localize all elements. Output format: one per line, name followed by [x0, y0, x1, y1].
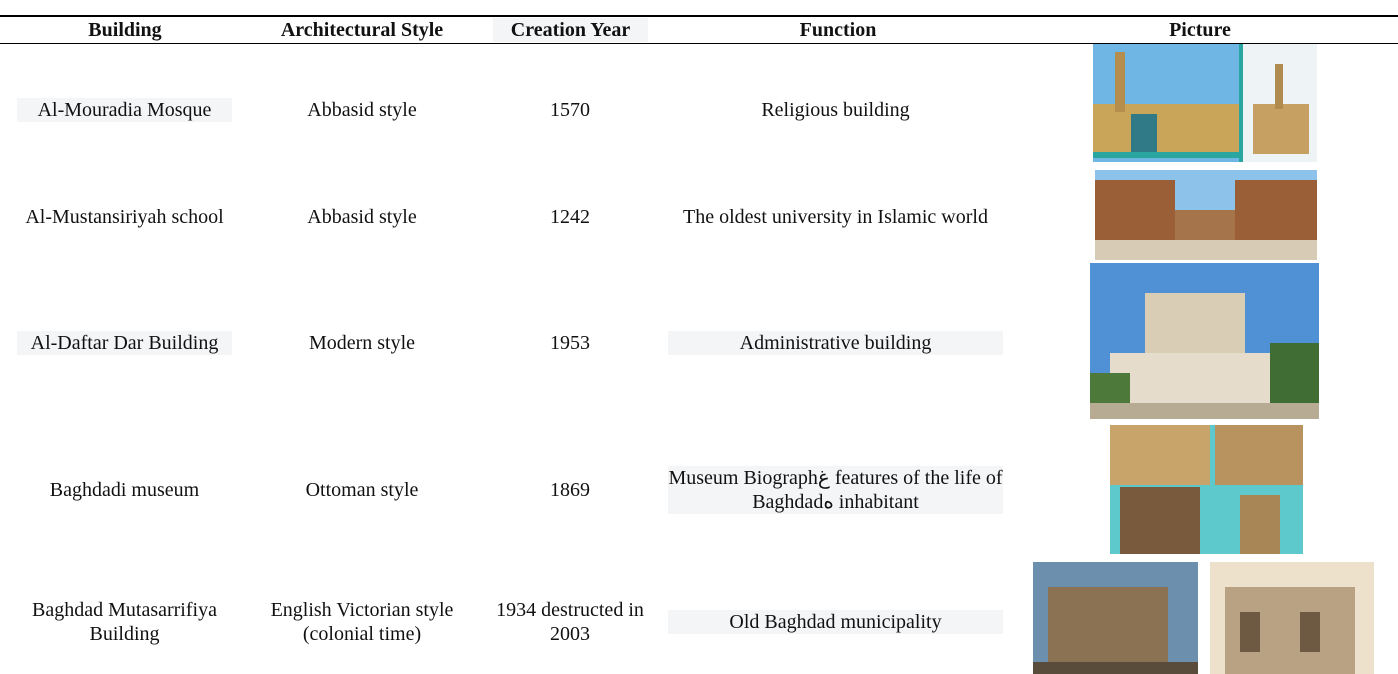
- column-header: Picture: [1100, 18, 1300, 42]
- table-cell: Al-Mouradia Mosque: [17, 98, 232, 122]
- column-header: Function: [668, 18, 1008, 42]
- table-cell: 1242: [495, 205, 645, 229]
- column-header: Building: [10, 18, 240, 42]
- picture-mutasarrifiya-1: [1033, 562, 1198, 674]
- picture-mutasarrifiya-2: [1210, 562, 1374, 674]
- table-cell: Ottoman style: [257, 478, 467, 502]
- picture-museum: [1110, 425, 1303, 554]
- table-cell: The oldest university in Islamic world: [668, 205, 1003, 229]
- table-cell: Abbasid style: [257, 98, 467, 122]
- table-cell: Abbasid style: [257, 205, 467, 229]
- table-cell: Baghdadi museum: [17, 478, 232, 502]
- top-rule: [0, 15, 1398, 17]
- picture-daftar: [1090, 263, 1319, 419]
- table-cell: English Victorian style (colonial time): [257, 598, 467, 646]
- table-cell: 1570: [495, 98, 645, 122]
- table-cell: Al-Daftar Dar Building: [17, 331, 232, 355]
- column-header: Architectural Style: [257, 18, 467, 42]
- table-cell: Administrative building: [668, 331, 1003, 355]
- table-cell: Museum Biographغ features of the life of…: [668, 466, 1003, 514]
- table-cell: 1953: [495, 331, 645, 355]
- column-header: Creation Year: [493, 18, 648, 42]
- table-cell: Religious building: [668, 98, 1003, 122]
- table-cell: Al-Mustansiriyah school: [17, 205, 232, 229]
- picture-mosque: [1093, 44, 1317, 162]
- picture-school: [1095, 170, 1317, 260]
- page: (() => { const data = JSON.parse(documen…: [0, 0, 1398, 674]
- table-cell: 1934 destructed in 2003: [495, 598, 645, 646]
- table-cell: Old Baghdad municipality: [668, 610, 1003, 634]
- table-cell: 1869: [495, 478, 645, 502]
- table-cell: Modern style: [257, 331, 467, 355]
- table-cell: Baghdad Mutasarrifiya Building: [17, 598, 232, 646]
